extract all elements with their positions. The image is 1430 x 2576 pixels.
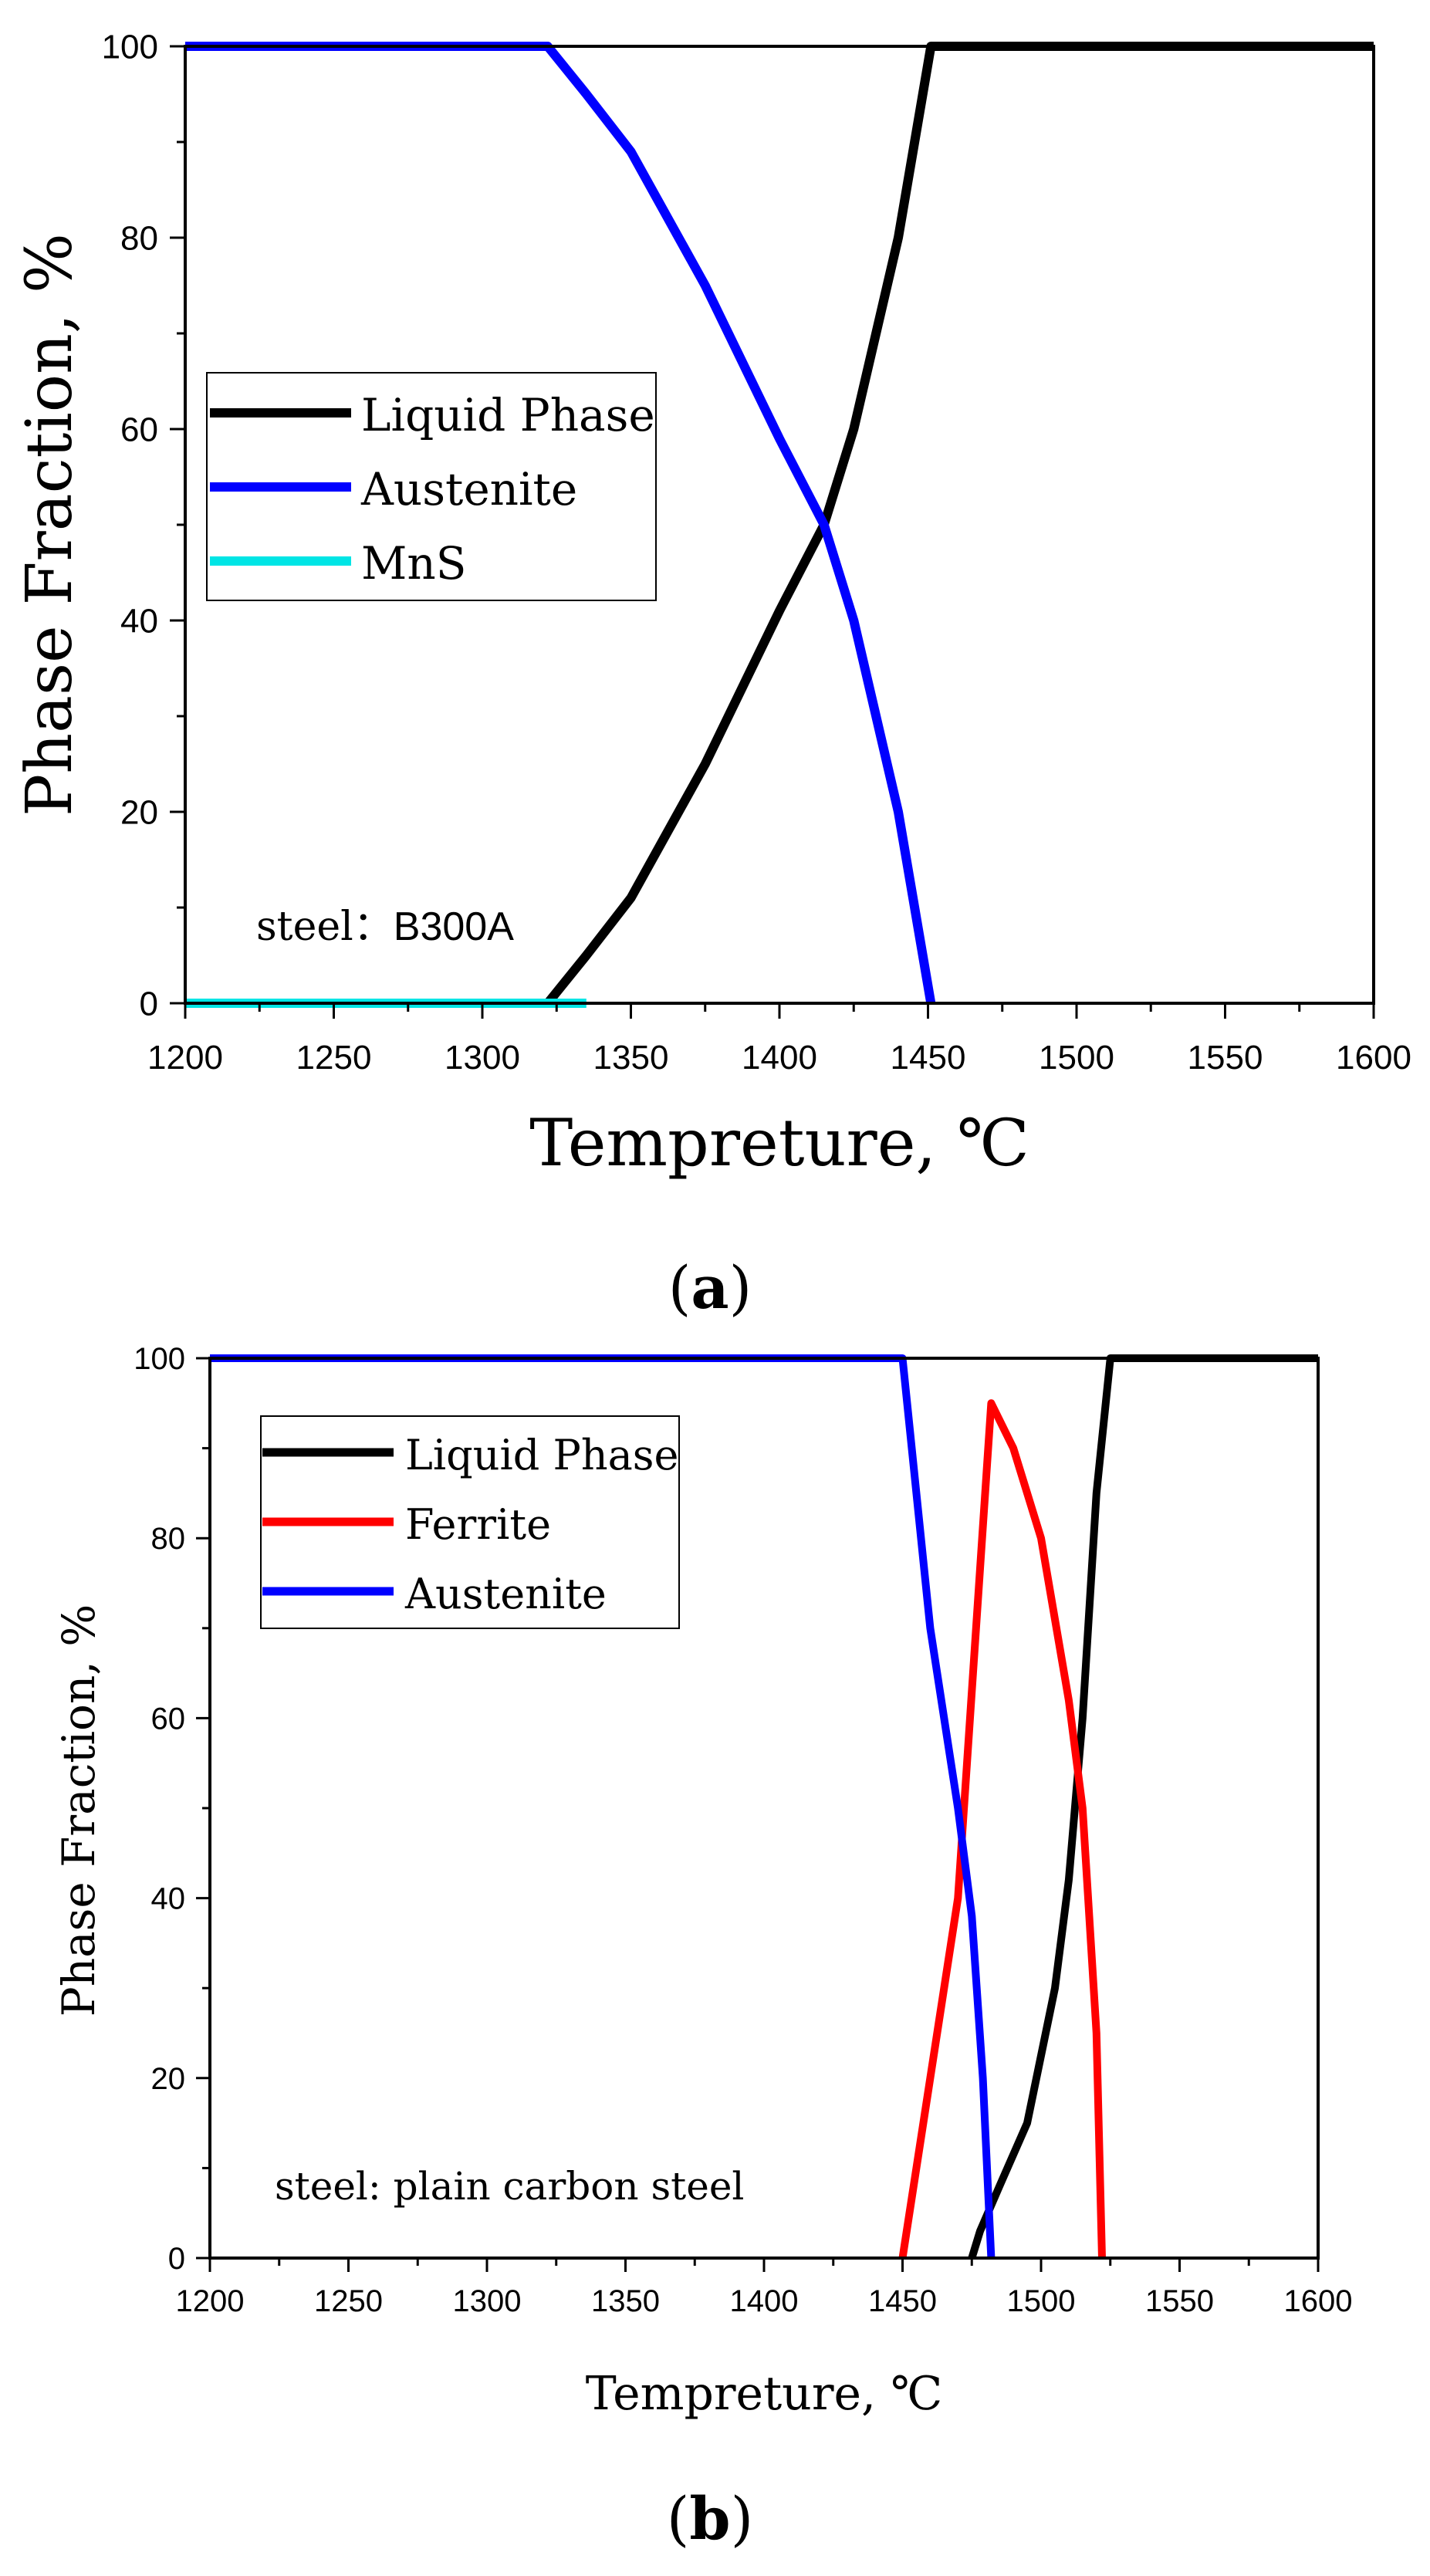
panel-b-y-tick-labels: 0 20 40 60 80 100 (134, 1342, 185, 2276)
panel-b-caption-letter: b (689, 2484, 730, 2553)
panel-a-x-tick-label: 1250 (296, 1039, 372, 1077)
panel-b-y-tick-label: 80 (151, 1522, 186, 1556)
panel-a-legend-label-mns: MnS (361, 537, 466, 590)
panel-b-x-axis-label: Tempreture, ℃ (586, 2367, 943, 2421)
panel-a-tick-marks (170, 45, 1375, 1019)
panel-b-series-ferrite (898, 1399, 1106, 2259)
panel-b-y-tick-label: 40 (151, 1882, 186, 1916)
panel-a-y-tick-label: 20 (120, 793, 158, 831)
panel-b-legend: Liquid Phase Ferrite Austenite (260, 1415, 680, 1629)
panel-b-chart: 1200 1250 1300 1350 1400 1450 1500 1550 1600 0 20… (52, 1342, 1352, 2553)
panel-a-series-liquid-phase (185, 42, 1374, 1008)
panel-a-annotation: steel：B300A (256, 904, 514, 950)
panel-b-x-tick-label: 1500 (1007, 2284, 1076, 2318)
panel-b-x-tick-labels: 1200 1250 1300 1350 1400 1450 1500 1550 1600 (176, 2284, 1353, 2318)
panel-b-caption-open: ( (667, 2484, 690, 2553)
panel-a-y-axis-label: Phase Fraction, % (13, 233, 86, 816)
panel-a-y-tick-label: 40 (120, 602, 158, 640)
panel-b-annotation: steel: plain carbon steel (275, 2164, 744, 2209)
panel-a-series-austenite (185, 42, 936, 1005)
panel-a-x-axis-label: Tempreture, ℃ (529, 1105, 1029, 1181)
panel-a-legend: Liquid Phase Austenite MnS (206, 372, 657, 601)
panel-a-y-tick-label: 80 (120, 219, 158, 257)
panel-a-x-tick-label: 1600 (1336, 1039, 1411, 1077)
panel-b-y-tick-label: 100 (134, 1342, 185, 1376)
panel-a-x-tick-labels: 1200 1250 1300 1350 1400 1450 1500 1550 1600 (147, 1039, 1411, 1077)
panel-a-caption-letter: a (691, 1253, 729, 1322)
panel-b-x-tick-label: 1200 (176, 2284, 245, 2318)
panel-b-x-tick-label: 1400 (730, 2284, 799, 2318)
panel-a-y-tick-label: 100 (102, 28, 158, 66)
panel-a-y-tick-labels: 0 20 40 60 80 100 (102, 28, 158, 1023)
panel-a-caption: (a) (668, 1253, 752, 1322)
panel-a-caption-open: ( (668, 1253, 691, 1322)
panel-b-y-tick-label: 20 (151, 2062, 186, 2096)
panel-b-x-tick-label: 1600 (1284, 2284, 1353, 2318)
panel-b-y-tick-label: 0 (168, 2242, 185, 2276)
panel-a-legend-label-liquid: Liquid Phase (361, 389, 655, 441)
panel-b-caption: (b) (667, 2484, 753, 2553)
panel-a-annotation-value: B300A (394, 904, 514, 949)
panel-b-legend-label-ferrite: Ferrite (405, 1500, 551, 1549)
panel-a-x-tick-label: 1200 (147, 1039, 223, 1077)
panel-a-chart: 1200 1250 1300 1350 1400 1450 1500 1550 1600 0 20… (13, 28, 1411, 1322)
panel-a-x-tick-label: 1400 (742, 1039, 817, 1077)
panel-b-x-tick-label: 1350 (591, 2284, 660, 2318)
panel-a-legend-label-austenite: Austenite (360, 463, 577, 516)
panel-b-x-tick-label: 1250 (314, 2284, 383, 2318)
panel-a-x-tick-label: 1450 (891, 1039, 966, 1077)
panel-b-x-tick-label: 1300 (453, 2284, 522, 2318)
panel-a-y-tick-label: 60 (120, 411, 158, 448)
panel-a-x-tick-label: 1300 (445, 1039, 520, 1077)
panel-a-x-tick-label: 1500 (1039, 1039, 1114, 1077)
panel-b-x-tick-label: 1550 (1145, 2284, 1214, 2318)
panel-b-tick-marks (196, 1357, 1320, 2272)
panel-b-legend-label-austenite: Austenite (404, 1570, 607, 1618)
panel-a-y-tick-label: 0 (140, 985, 158, 1023)
panel-b-x-tick-label: 1450 (868, 2284, 937, 2318)
panel-b-legend-label-liquid: Liquid Phase (405, 1431, 678, 1479)
panel-a-annotation-prefix: steel： (256, 904, 394, 950)
panel-b-y-axis-label: Phase Fraction, % (52, 1604, 105, 2017)
panel-a-x-tick-label: 1350 (593, 1039, 669, 1077)
panel-b-caption-close: ) (731, 2484, 754, 2553)
panel-a-caption-close: ) (729, 1253, 752, 1322)
panel-b-y-tick-label: 60 (151, 1702, 186, 1736)
panel-a-x-tick-label: 1550 (1188, 1039, 1263, 1077)
